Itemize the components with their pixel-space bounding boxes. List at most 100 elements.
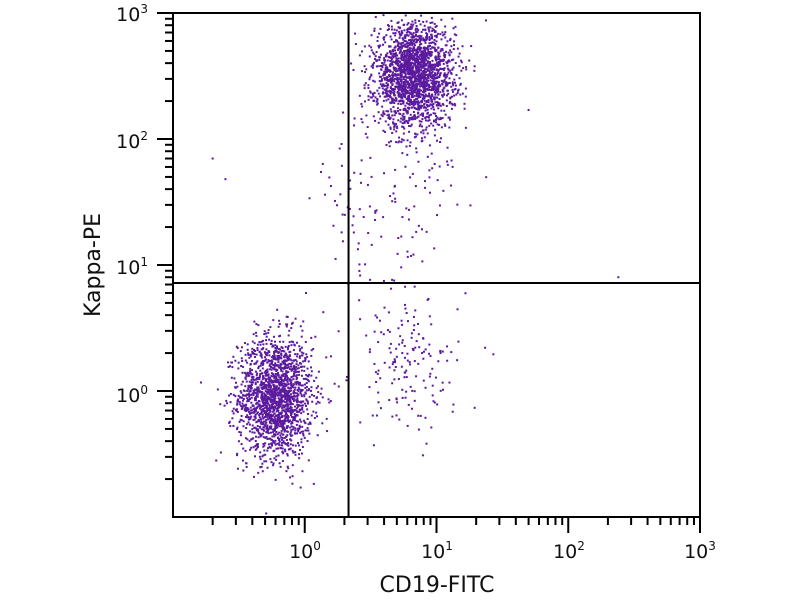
data-point <box>290 422 293 425</box>
data-point <box>377 369 380 372</box>
data-point <box>423 59 426 62</box>
data-point <box>281 426 284 429</box>
data-point <box>244 415 247 418</box>
data-point <box>278 366 281 369</box>
data-point <box>387 25 390 28</box>
data-point <box>428 30 431 33</box>
data-point <box>443 78 446 81</box>
data-point <box>427 86 430 89</box>
data-point <box>447 51 450 54</box>
data-point <box>414 34 417 37</box>
data-point <box>406 46 409 49</box>
data-point <box>402 102 405 105</box>
data-point <box>263 404 266 407</box>
data-point <box>453 78 456 81</box>
data-point <box>420 76 423 79</box>
data-point <box>414 185 417 188</box>
data-point <box>387 28 390 31</box>
data-point <box>414 135 417 138</box>
data-point <box>421 454 424 457</box>
data-point <box>426 111 429 114</box>
data-point <box>289 350 292 353</box>
data-point <box>349 187 352 190</box>
data-point <box>401 53 404 56</box>
data-point <box>424 54 427 57</box>
data-point <box>435 96 438 99</box>
data-point <box>416 108 419 111</box>
data-point <box>431 76 434 79</box>
data-point <box>286 355 289 358</box>
data-point <box>419 83 422 86</box>
data-point <box>279 419 282 422</box>
data-point <box>253 418 256 421</box>
data-point <box>300 430 303 433</box>
data-point <box>383 88 386 91</box>
data-point <box>417 58 420 61</box>
data-point <box>294 391 297 394</box>
data-point <box>328 401 331 404</box>
data-point <box>294 386 297 389</box>
data-point <box>308 395 311 398</box>
data-point <box>427 66 430 69</box>
data-point <box>300 362 303 365</box>
data-point <box>412 57 415 60</box>
data-point <box>404 396 407 399</box>
data-point <box>373 61 376 64</box>
data-point <box>413 113 416 116</box>
data-point <box>410 106 413 109</box>
data-point <box>386 59 389 62</box>
data-point <box>244 437 247 440</box>
data-point <box>400 80 403 83</box>
data-point <box>412 51 415 54</box>
data-point <box>403 107 406 110</box>
data-point <box>247 374 250 377</box>
data-point <box>286 390 289 393</box>
data-point <box>241 359 244 362</box>
data-point <box>384 66 387 69</box>
data-point <box>289 419 292 422</box>
data-point <box>379 65 382 68</box>
data-point <box>426 37 429 40</box>
data-point <box>273 356 276 359</box>
data-point <box>245 407 248 410</box>
data-point <box>415 107 418 110</box>
data-point <box>280 425 283 428</box>
data-point <box>291 416 294 419</box>
data-point <box>418 78 421 81</box>
data-point <box>388 75 391 78</box>
data-point <box>261 386 264 389</box>
data-point <box>454 62 457 65</box>
data-point <box>255 388 258 391</box>
data-point <box>292 349 295 352</box>
data-point <box>380 75 383 78</box>
data-point <box>288 341 291 344</box>
data-point <box>365 68 368 71</box>
data-point <box>325 417 328 420</box>
data-point <box>282 404 285 407</box>
data-point <box>273 418 276 421</box>
data-point <box>254 383 257 386</box>
data-point <box>385 82 388 85</box>
data-point <box>415 24 418 27</box>
data-point <box>431 384 434 387</box>
data-point <box>260 418 263 421</box>
y-tick-label-100: 102 <box>116 129 148 153</box>
data-point <box>384 55 387 58</box>
data-point <box>277 454 280 457</box>
data-point <box>272 383 275 386</box>
data-point <box>285 389 288 392</box>
data-point <box>394 54 397 57</box>
data-point <box>276 347 279 350</box>
data-point <box>272 406 275 409</box>
data-point <box>436 96 439 99</box>
data-point <box>317 370 320 373</box>
data-point <box>394 197 397 200</box>
data-point <box>264 420 267 423</box>
data-point <box>382 216 385 219</box>
data-point <box>280 357 283 360</box>
data-point <box>453 102 456 105</box>
data-point <box>389 69 392 72</box>
data-point <box>329 355 332 358</box>
data-point <box>299 418 302 421</box>
data-point <box>452 90 455 93</box>
